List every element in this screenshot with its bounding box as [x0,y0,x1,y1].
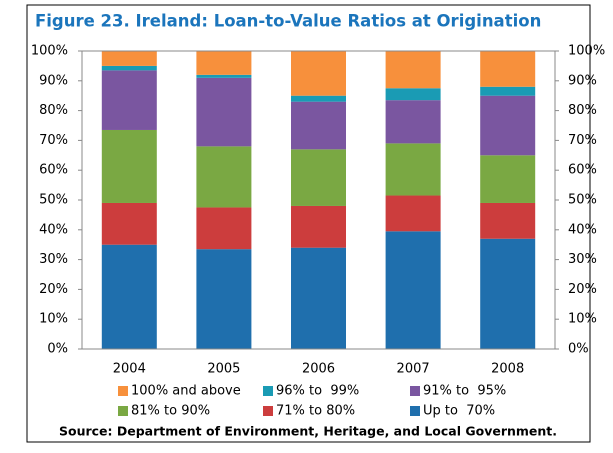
bar-segment [196,74,252,78]
legend-swatch [118,386,128,396]
legend-label: 81% to 90% [131,404,210,419]
bar-segment [480,51,536,87]
legend-swatch [410,406,420,416]
bar-segment [101,65,157,71]
legend-swatch [263,386,273,396]
legend-swatch [410,386,420,396]
y-tick-label: 90% [39,73,68,88]
y-tick-label: 100% [31,44,68,59]
bar-segment [480,95,536,156]
y2-tick-label: 80% [568,103,597,118]
x-tick-label: 2006 [302,362,335,377]
y-tick-label: 40% [39,222,68,237]
y2-tick-label: 70% [568,133,597,148]
y-tick-label: 80% [39,103,68,118]
bar-segment [196,207,252,250]
bar-segment [480,155,536,203]
source: Source: Department of Environment, Herit… [59,424,557,439]
bar-segment [480,86,536,96]
y2-tick-label: 60% [568,163,597,178]
bar-segment [385,195,441,232]
y2-tick-label: 10% [568,312,597,327]
x-tick-label: 2004 [113,362,146,377]
y2-tick-label: 50% [568,193,597,208]
chart-title: Figure 23. Ireland: Loan-to-Value Ratios… [35,12,541,31]
y-tick-label: 50% [39,193,68,208]
bar-segment [480,202,536,239]
y2-tick-label: 30% [568,252,597,267]
legend-label: 100% and above [131,384,241,399]
bar-segment [385,143,441,196]
legend-label: Up to 70% [423,404,495,419]
y2-tick-label: 90% [568,73,597,88]
y-tick-label: 60% [39,163,68,178]
y2-tick-label: 100% [568,44,605,59]
bar-segment [291,101,346,150]
bar-segment [101,129,157,203]
y-tick-label: 70% [39,133,68,148]
y-tick-label: 30% [39,252,68,267]
bar-segment [196,51,252,75]
y-tick-label: 20% [39,282,68,297]
frame [26,4,591,443]
bar-segment [196,249,252,349]
y2-tick-label: 20% [568,282,597,297]
bar-segment [101,51,157,66]
legend-label: 96% to 99% [276,384,359,399]
bar-segment [385,100,441,144]
bar-segment [291,51,346,96]
bar-segment [196,77,252,147]
legend-label: 71% to 80% [276,404,355,419]
bar-segment [101,70,157,130]
y-tick-label: 10% [39,312,68,327]
bar-segment [291,149,346,206]
x-tick-label: 2008 [491,362,524,377]
bar-segment [196,146,252,208]
x-tick-label: 2005 [207,362,240,377]
y-tick-label: 0% [47,342,68,357]
y2-tick-label: 0% [568,342,589,357]
y2-tick-label: 40% [568,222,597,237]
legend-label: 91% to 95% [423,384,506,399]
bar-segment [385,231,441,349]
legend-swatch [118,406,128,416]
bar-segment [291,95,346,102]
bar-segment [101,202,157,245]
bar-segment [385,88,441,101]
bar-segment [291,247,346,349]
bar-segment [291,205,346,248]
x-tick-label: 2007 [397,362,430,377]
bar-segment [480,238,536,349]
legend-swatch [263,406,273,416]
bar-segment [385,51,441,89]
bar-segment [101,244,157,349]
